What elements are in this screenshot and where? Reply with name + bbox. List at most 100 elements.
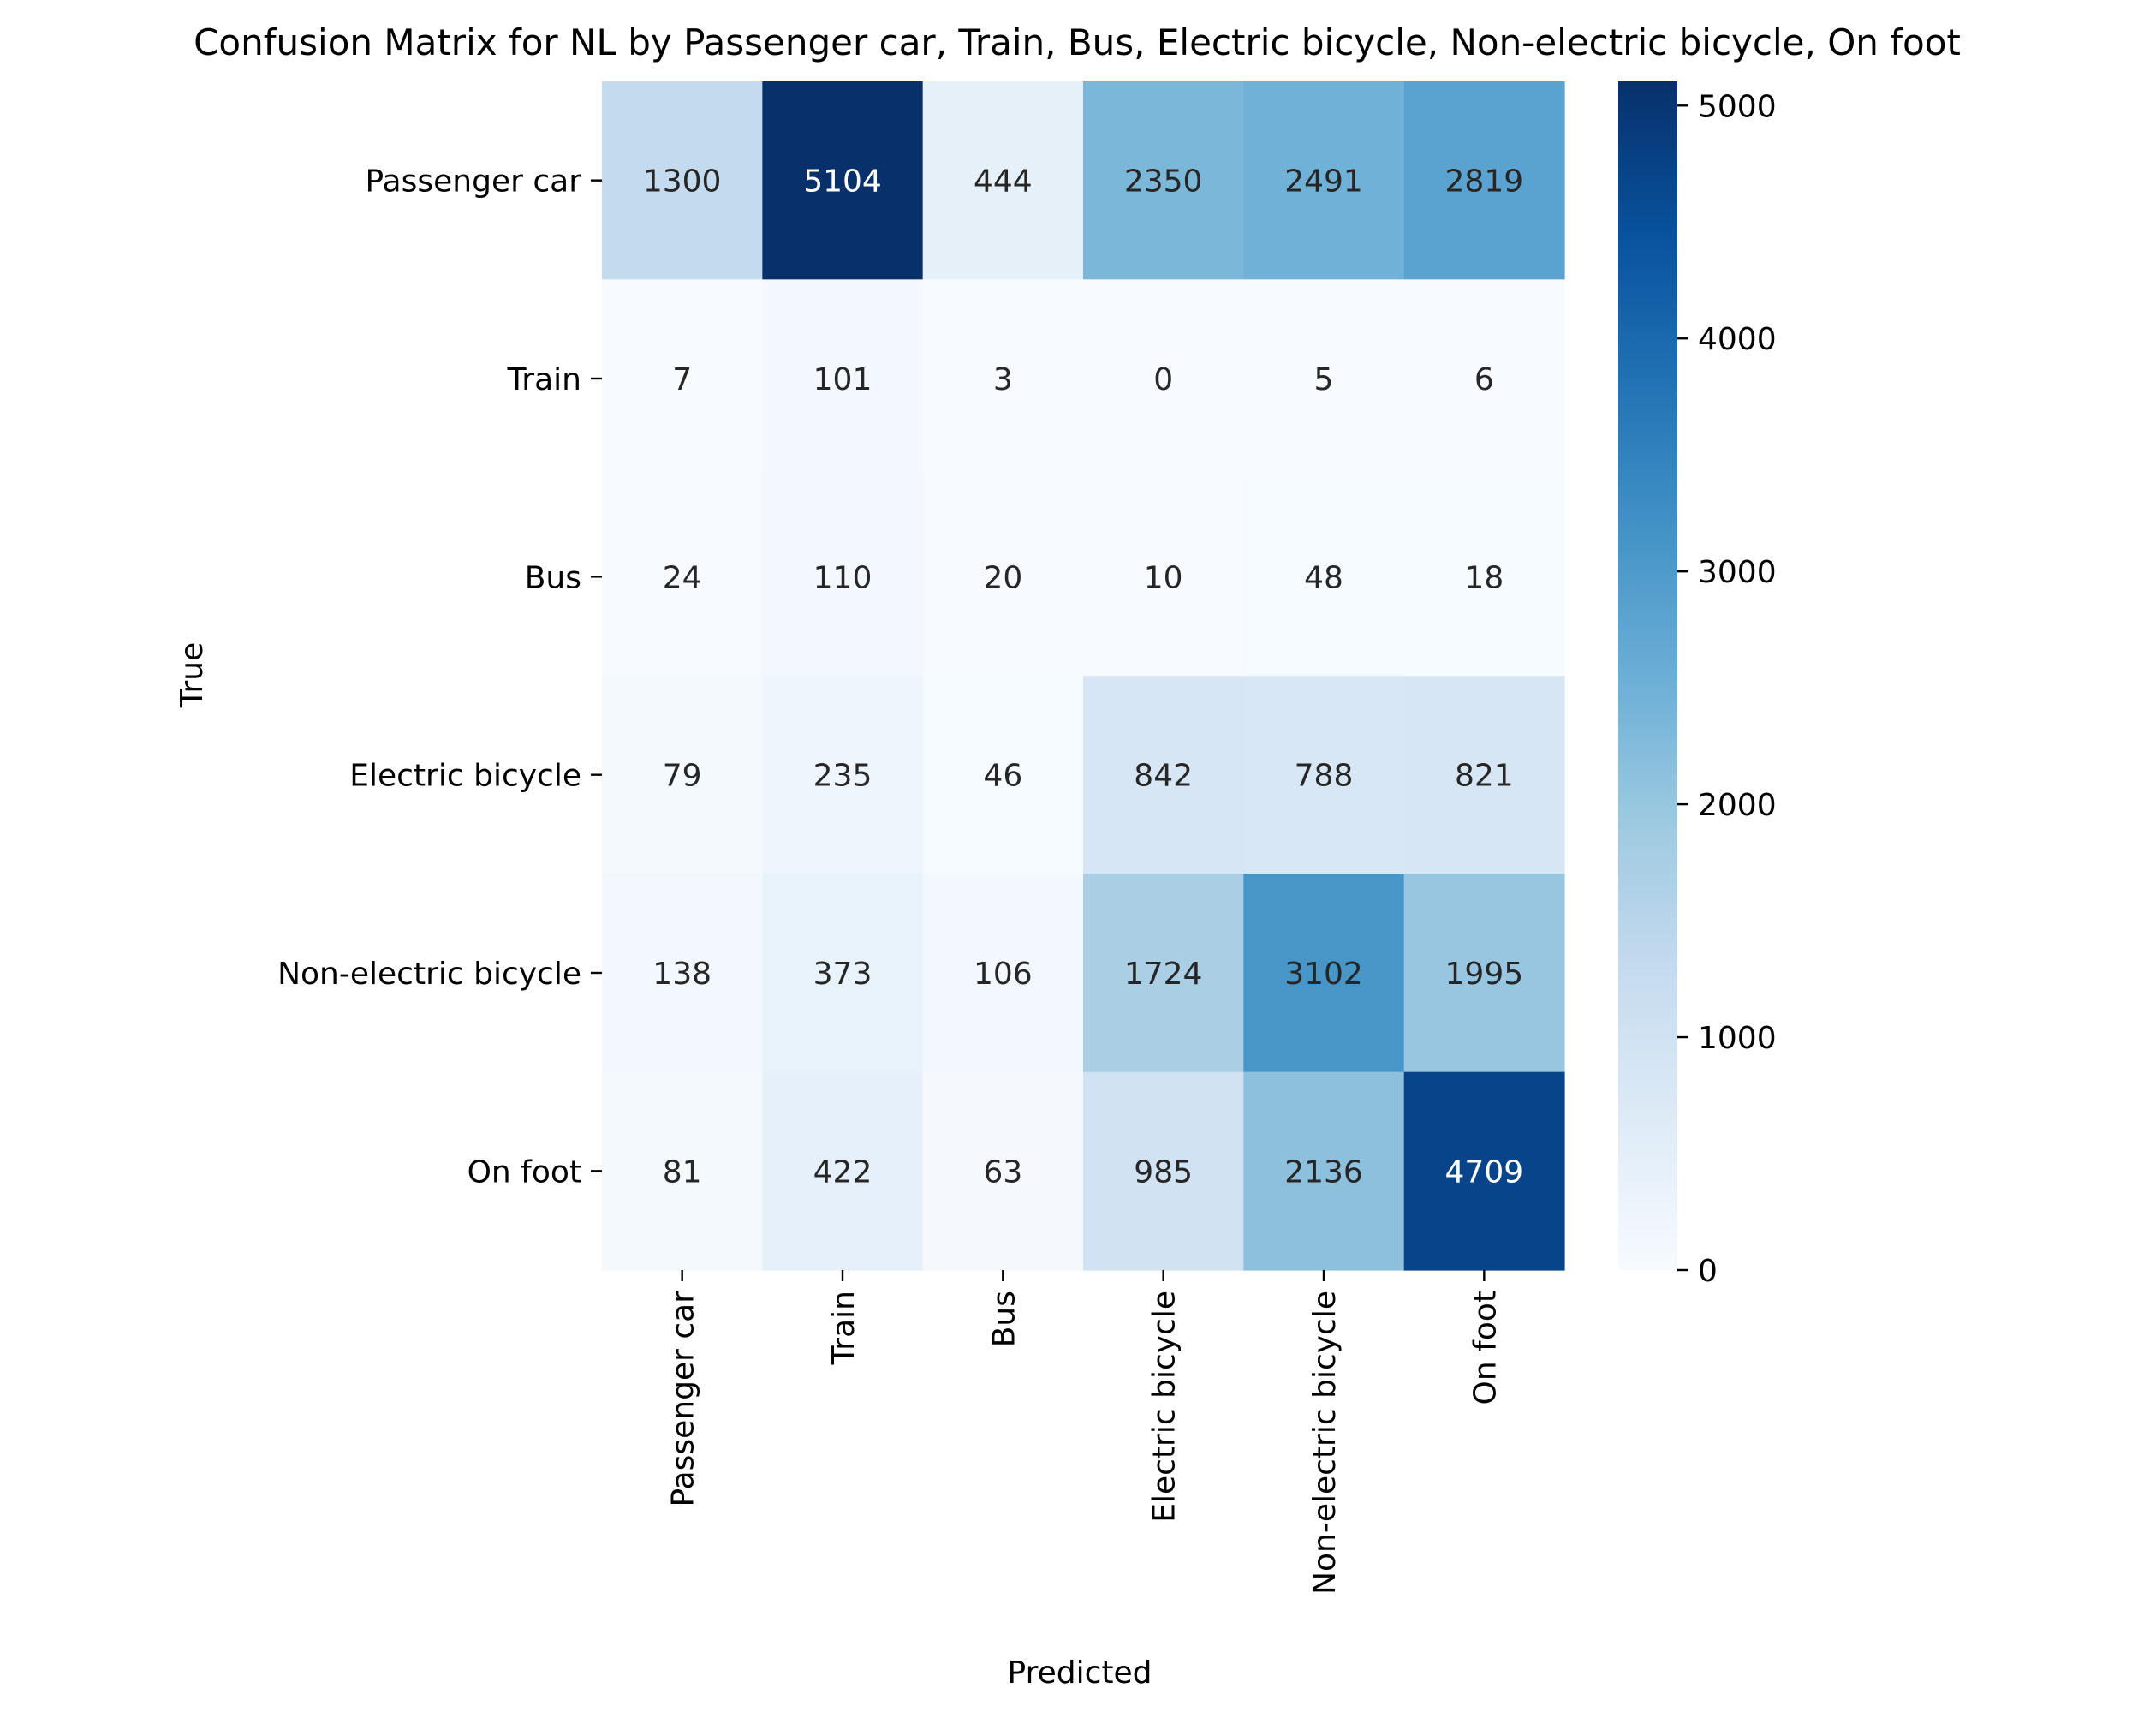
heatmap-cell (1083, 874, 1244, 1073)
cell-value-label: 20 (983, 560, 1022, 595)
colorbar-tick-label: 5000 (1698, 89, 1777, 124)
heatmap-cell (762, 874, 924, 1073)
cell-value-label: 106 (974, 957, 1033, 992)
heatmap-cell (1403, 477, 1565, 677)
cell-value-label: 1300 (643, 164, 722, 200)
colorbar-tick-label: 0 (1698, 1254, 1718, 1289)
cell-value-label: 6 (1474, 362, 1494, 397)
heatmap-cell (1243, 477, 1405, 677)
cell-value-label: 235 (813, 759, 873, 794)
heatmap-cell (1083, 279, 1244, 479)
cell-value-label: 2819 (1445, 164, 1524, 200)
heatmap-cell (1083, 477, 1244, 677)
cell-value-label: 444 (974, 164, 1033, 200)
y-tick-label: Electric bicycle (349, 759, 581, 794)
colorbar-tick-label: 3000 (1698, 555, 1777, 590)
heatmap-cell (1403, 279, 1565, 479)
heatmap-cell (922, 1071, 1084, 1271)
colorbar-tick-label: 4000 (1698, 322, 1777, 357)
cell-value-label: 18 (1464, 560, 1504, 595)
heatmap-cell (602, 1071, 763, 1271)
colorbar-tick-label: 1000 (1698, 1021, 1777, 1056)
heatmap-cell (602, 874, 763, 1073)
cell-value-label: 46 (983, 759, 1022, 794)
cell-value-label: 24 (663, 560, 702, 595)
heatmap-cell (762, 1071, 924, 1271)
heatmap-cell (922, 279, 1084, 479)
cell-value-label: 1995 (1445, 957, 1524, 992)
colorbar-ticks: 0 1000 2000 3000 4000 5000 (1677, 89, 1777, 1289)
x-axis: Passenger car Train Bus Electric bicycle Non… (666, 1270, 1503, 1595)
heatmap-cell (1403, 874, 1565, 1073)
cell-value-label: 373 (813, 957, 873, 992)
heatmap-cell (922, 874, 1084, 1073)
y-axis-label: True (175, 642, 210, 708)
x-axis-label: Predicted (1008, 1655, 1152, 1691)
heatmap-cell (602, 279, 763, 479)
cell-value-label: 3102 (1284, 957, 1363, 992)
heatmap-cell (1243, 279, 1405, 479)
x-tick-label: Train (826, 1291, 861, 1365)
y-tick-label: Train (507, 362, 581, 397)
cell-value-label: 110 (813, 560, 873, 595)
cell-value-label: 821 (1455, 759, 1514, 794)
cell-value-label: 101 (813, 362, 873, 397)
cell-value-label: 3 (993, 362, 1013, 397)
cell-value-label: 422 (813, 1154, 873, 1190)
heatmap-cell (1083, 1071, 1244, 1271)
chart-title: Confusion Matrix for NL by Passenger car… (194, 21, 1961, 63)
cell-value-label: 10 (1144, 560, 1183, 595)
x-tick-label: Non-electric bicycle (1307, 1291, 1343, 1595)
heatmap-cell (762, 477, 924, 677)
colorbar: 0 1000 2000 3000 4000 5000 (1618, 81, 1777, 1289)
cell-value-label: 842 (1134, 759, 1193, 794)
heatmap-cell (602, 477, 763, 677)
cell-value-label: 5 (1314, 362, 1334, 397)
cell-value-labels: 1300 5104 444 2350 2491 2819 7 101 3 0 5 6 24 110 20 10… (643, 164, 1523, 1190)
x-tick-label: On foot (1468, 1291, 1503, 1405)
heatmap-cell (1083, 676, 1244, 874)
cell-value-label: 138 (652, 957, 712, 992)
heatmap-cell (1243, 81, 1405, 280)
heatmap-cell (762, 279, 924, 479)
cell-value-label: 4709 (1445, 1154, 1524, 1190)
y-tick-label: Bus (525, 560, 581, 595)
colorbar-gradient (1618, 81, 1677, 1270)
y-tick-label: Passenger car (365, 164, 581, 200)
x-tick-label: Bus (986, 1291, 1021, 1347)
cell-value-label: 48 (1304, 560, 1343, 595)
cell-value-label: 2350 (1124, 164, 1203, 200)
cell-value-label: 2491 (1284, 164, 1363, 200)
heatmap-cell (1403, 81, 1565, 280)
y-tick-label: On foot (468, 1154, 581, 1190)
heatmap-cell (762, 676, 924, 874)
cell-value-label: 985 (1134, 1154, 1193, 1190)
cell-value-label: 2136 (1284, 1154, 1363, 1190)
cell-value-label: 81 (663, 1154, 702, 1190)
x-tick-label: Passenger car (666, 1291, 701, 1507)
cell-value-label: 1724 (1124, 957, 1203, 992)
cell-value-label: 788 (1295, 759, 1354, 794)
heatmap-cell (602, 81, 763, 280)
heatmap-cell (602, 676, 763, 874)
cell-value-label: 5104 (803, 164, 882, 200)
heatmap-cells (602, 81, 1565, 1271)
cell-value-label: 79 (663, 759, 702, 794)
heatmap-cell (1243, 874, 1405, 1073)
y-axis: Passenger car Train Bus Electric bicycle Non… (277, 164, 602, 1190)
colorbar-tick-label: 2000 (1698, 788, 1777, 823)
cell-value-label: 63 (983, 1154, 1022, 1190)
heatmap-cell (922, 81, 1084, 280)
y-tick-label: Non-electric bicycle (277, 957, 581, 992)
cell-value-label: 7 (672, 362, 692, 397)
heatmap-cell (1403, 1071, 1565, 1271)
heatmap-cell (1243, 1071, 1405, 1271)
heatmap-cell (1243, 676, 1405, 874)
heatmap-cell (1083, 81, 1244, 280)
cell-value-label: 0 (1153, 362, 1173, 397)
heatmap-cell (922, 676, 1084, 874)
heatmap-cell (1403, 676, 1565, 874)
heatmap-cell (922, 477, 1084, 677)
heatmap-cell (762, 81, 924, 280)
